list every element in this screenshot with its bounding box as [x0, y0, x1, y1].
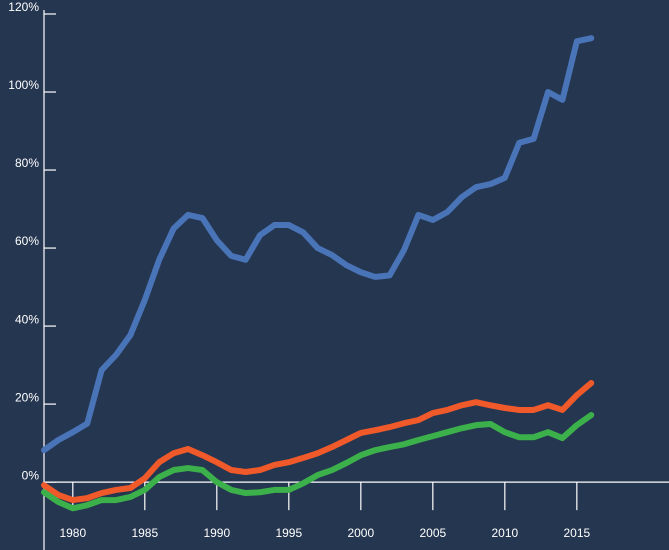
x-tick-label: 2010 [491, 526, 518, 540]
y-tick-label: 100% [8, 78, 39, 92]
series-line [41, 35, 595, 454]
x-tick-label: 2000 [347, 526, 374, 540]
y-tick-label: 0% [22, 468, 40, 482]
y-tick-label: 20% [15, 390, 39, 404]
y-tick-label: 120% [8, 0, 39, 14]
series-line [41, 380, 595, 504]
x-tick-label: 1990 [203, 526, 230, 540]
x-tick-label: 1985 [131, 526, 158, 540]
y-tick-label: 80% [15, 156, 39, 170]
y-tick-label: 40% [15, 312, 39, 326]
x-tick-label: 1980 [59, 526, 86, 540]
x-tick-label: 2005 [419, 526, 446, 540]
series-line [41, 412, 595, 512]
x-tick-label: 2015 [563, 526, 590, 540]
y-tick-label: 60% [15, 234, 39, 248]
x-tick-label: 1995 [275, 526, 302, 540]
